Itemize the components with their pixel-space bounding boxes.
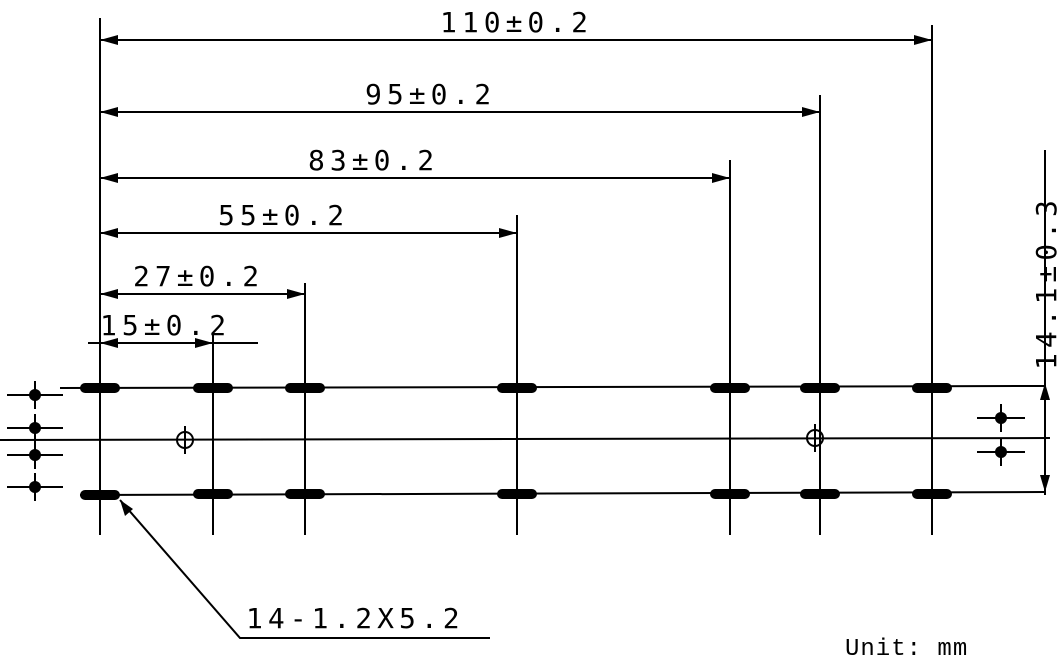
slot	[800, 489, 840, 499]
arrow	[195, 338, 213, 348]
arrow	[287, 289, 305, 299]
leader-line	[119, 499, 490, 639]
pin	[29, 389, 41, 401]
arrow	[914, 35, 932, 45]
height-label: 14.1±0.3	[1030, 195, 1061, 370]
slot	[912, 489, 952, 499]
unit-note: Unit: mm	[845, 636, 968, 661]
pin	[29, 449, 41, 461]
arrow	[100, 338, 118, 348]
slot	[912, 383, 952, 393]
center-line	[0, 437, 1051, 441]
slot	[193, 489, 233, 499]
dim-label: 83±0.2	[308, 144, 439, 177]
row-line	[79, 491, 1046, 496]
dim-label: 55±0.2	[218, 199, 349, 232]
slot	[710, 383, 750, 393]
slot	[497, 383, 537, 393]
pin	[995, 412, 1007, 424]
slot	[80, 383, 120, 393]
slot-note: 14-1.2X5.2	[246, 602, 465, 635]
dim-label: 95±0.2	[365, 78, 496, 111]
slot	[497, 489, 537, 499]
arrow	[100, 228, 118, 238]
pin	[29, 481, 41, 493]
pin	[995, 446, 1007, 458]
arrow	[1040, 383, 1050, 400]
arrow	[100, 289, 118, 299]
dimensions: 110±0.2 95±0.2 83±0.2 55±0.2 27±0.2 15±0.2	[88, 6, 933, 535]
arrow	[499, 228, 517, 238]
dim-label: 15±0.2	[100, 309, 231, 342]
arrow	[100, 107, 118, 117]
slot	[193, 383, 233, 393]
slot	[80, 490, 120, 500]
slot	[710, 489, 750, 499]
slot	[800, 383, 840, 393]
pin	[29, 422, 41, 434]
arrow	[802, 107, 820, 117]
slot	[285, 489, 325, 499]
arrow	[712, 173, 730, 183]
arrow	[120, 500, 133, 516]
dim-label: 110±0.2	[440, 6, 593, 39]
arrow	[100, 35, 118, 45]
arrow	[100, 173, 118, 183]
pin-marks	[7, 381, 1025, 501]
slot	[285, 383, 325, 393]
dim-label: 27±0.2	[133, 260, 264, 293]
arrow	[1040, 475, 1050, 492]
